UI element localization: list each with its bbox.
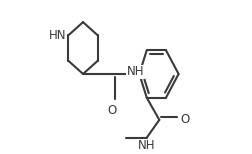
- Text: NH: NH: [127, 65, 144, 78]
- Text: NH: NH: [138, 139, 155, 152]
- Text: O: O: [180, 113, 189, 126]
- Text: O: O: [107, 104, 117, 117]
- Text: HN: HN: [49, 29, 67, 42]
